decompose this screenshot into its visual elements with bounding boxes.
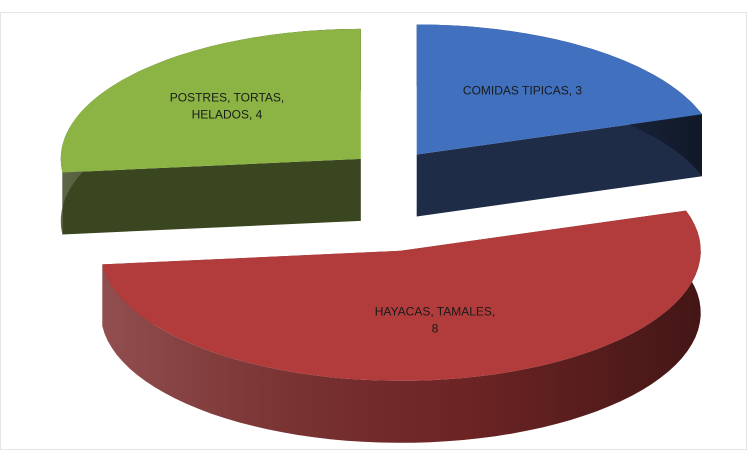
data-label: POSTRES, TORTAS, (170, 90, 284, 104)
slice-top (416, 24, 702, 155)
slice-radial-wall (416, 114, 702, 217)
data-label: 8 (432, 321, 439, 335)
slice-top (60, 28, 361, 173)
data-label: HELADOS, 4 (192, 107, 263, 121)
slice (102, 210, 701, 443)
slice-radial-wall (62, 158, 361, 235)
slice (60, 28, 361, 235)
slice (416, 24, 702, 217)
data-label: HAYACAS, TAMALES, (375, 304, 495, 318)
slice-wall-shade (102, 210, 701, 443)
slice-top (102, 210, 701, 381)
data-label: COMIDAS TIPICAS, 3 (463, 84, 582, 98)
